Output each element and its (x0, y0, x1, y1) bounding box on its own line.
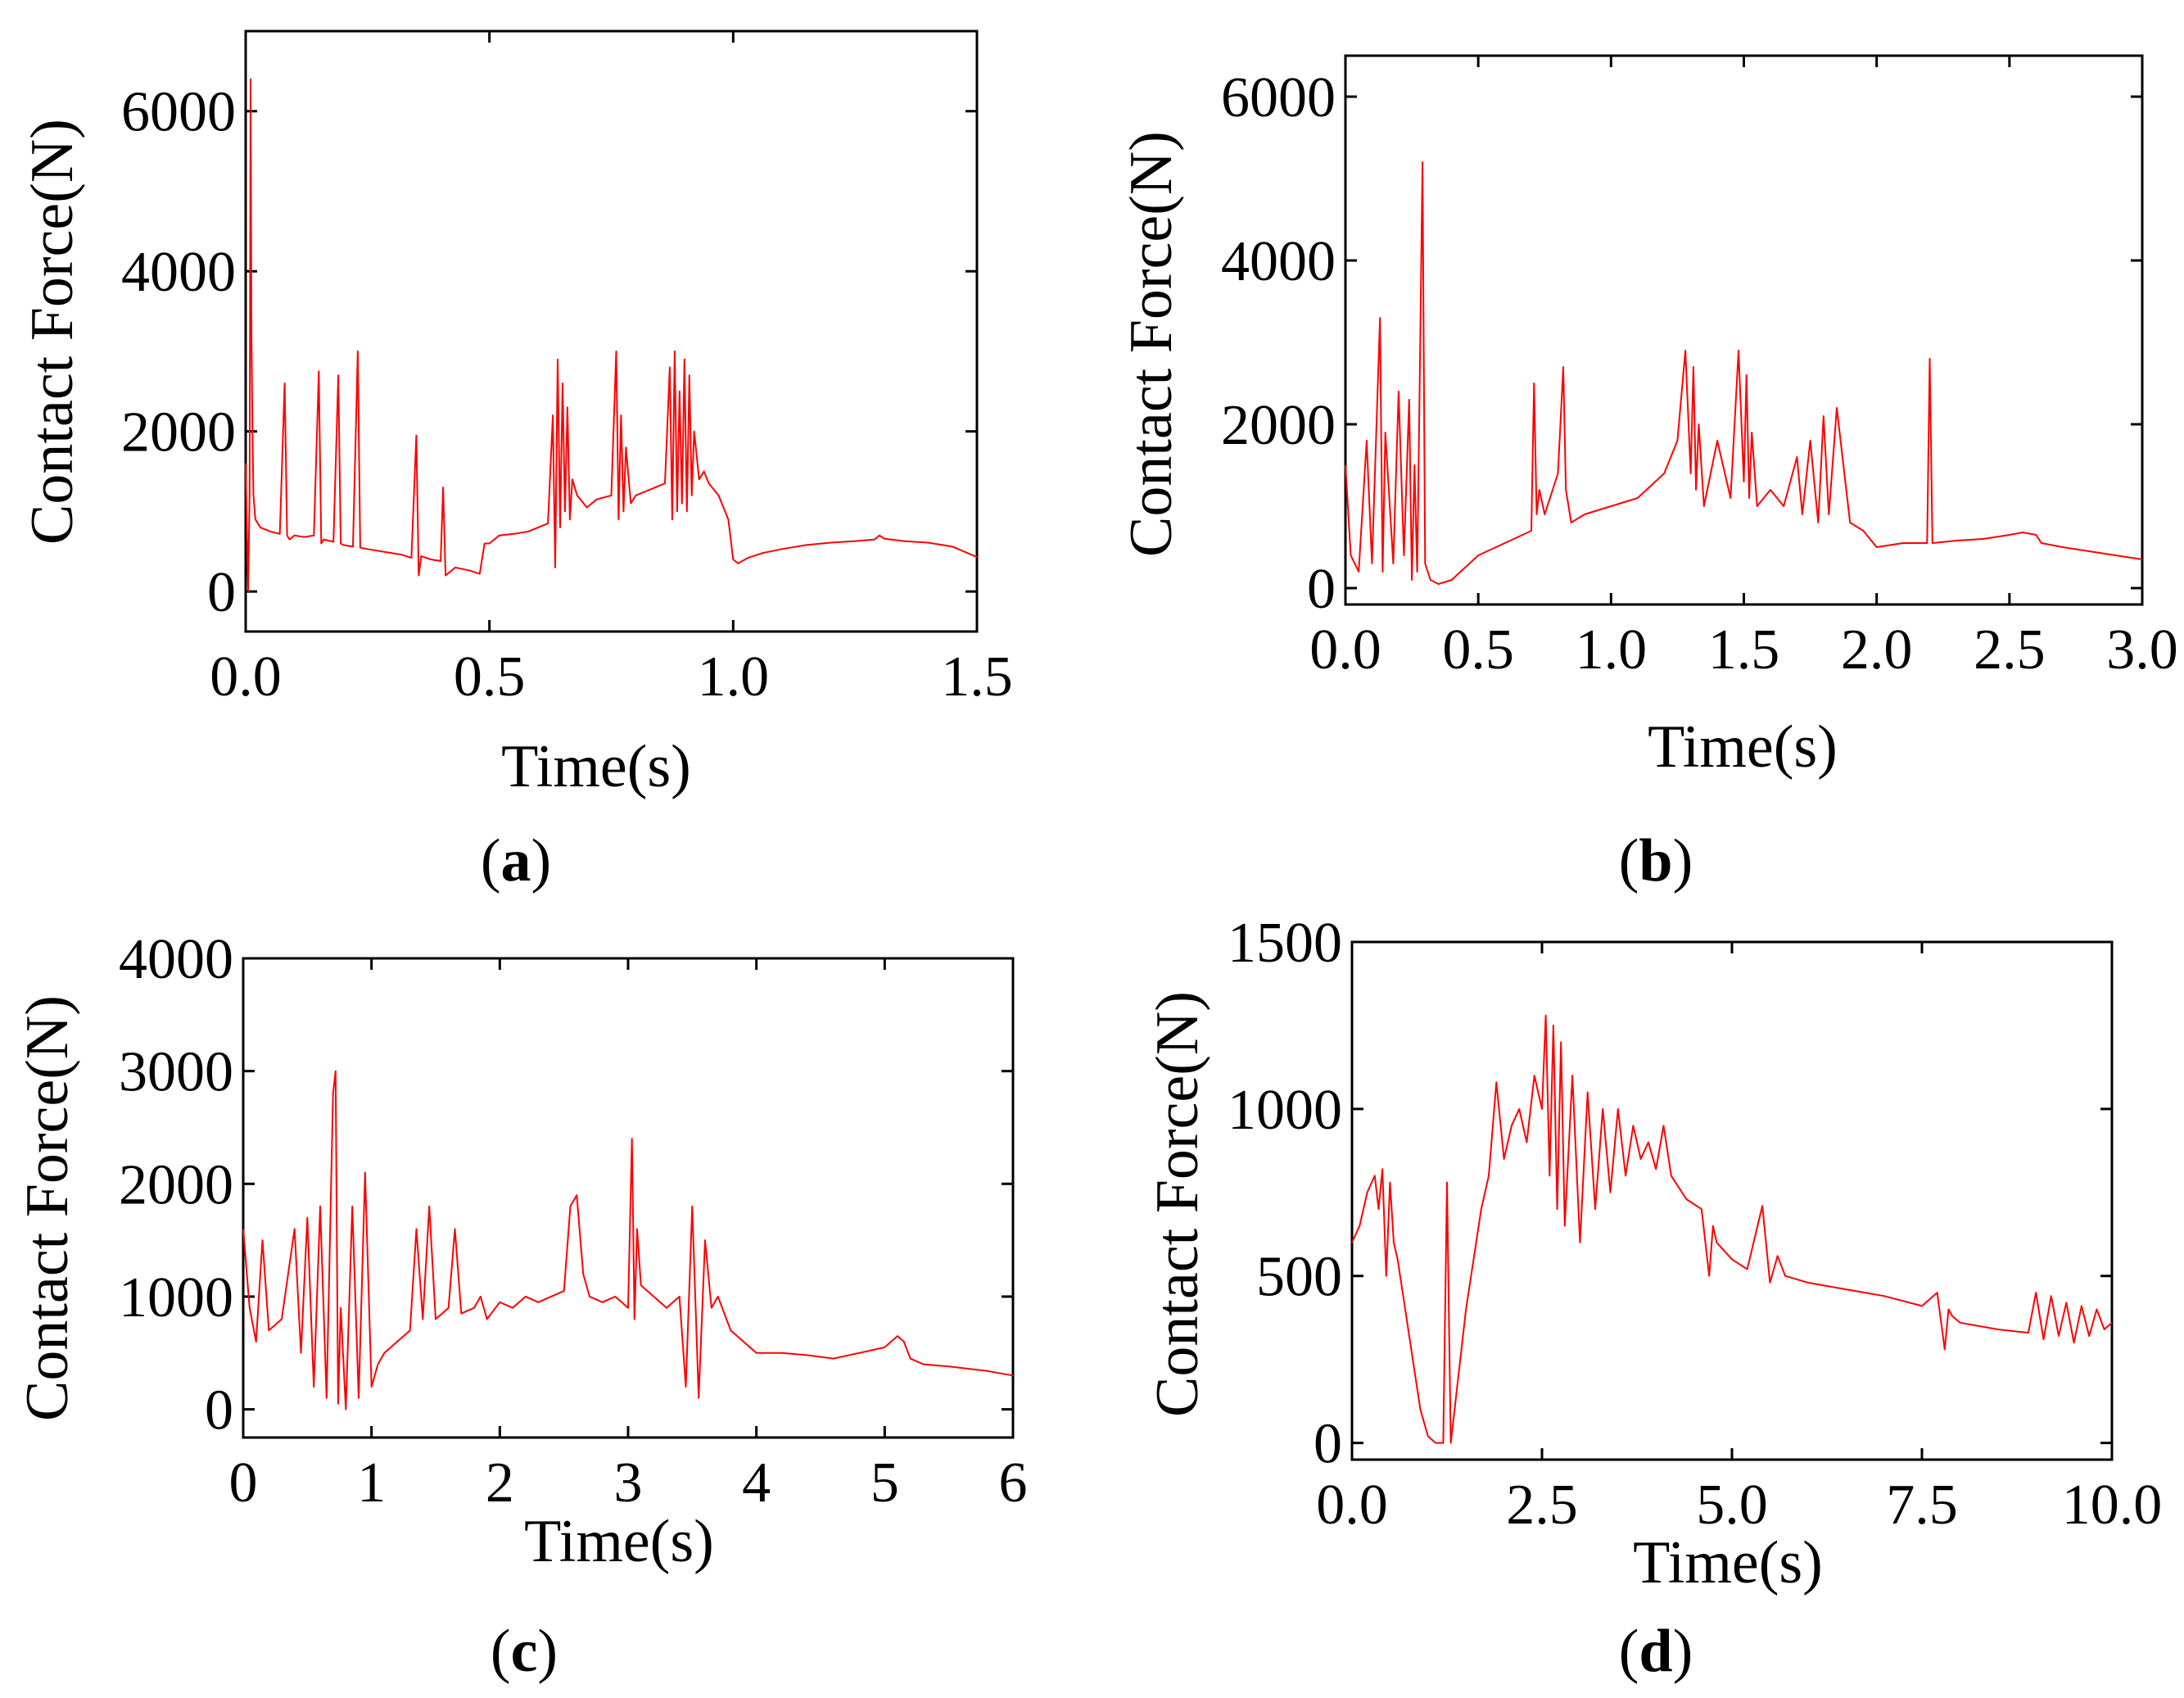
caption-open: ( (481, 827, 501, 894)
x-tick-label: 2.5 (1974, 618, 2046, 681)
x-tick-label: 0 (229, 1451, 258, 1515)
x-tick-group: 0.0 0.5 1.0 1.5 (210, 31, 1013, 709)
x-tick-group: 0.0 2.5 5.0 7.5 10.0 (1316, 942, 2162, 1537)
caption-letter: c (511, 1618, 538, 1685)
x-tick-label: 0.5 (454, 645, 526, 709)
x-tick-label: 1 (357, 1451, 386, 1515)
y-tick-label: 4000 (121, 241, 236, 304)
caption-close: ) (531, 827, 552, 894)
y-tick-label: 2000 (121, 401, 236, 464)
x-tick-group: 0.0 0.5 1.0 1.5 2.0 2.5 3.0 (1309, 56, 2178, 681)
x-tick-label: 0.5 (1442, 618, 1514, 681)
caption-close: ) (537, 1618, 558, 1685)
caption-open: ( (1619, 827, 1639, 894)
caption-open: ( (1619, 1618, 1639, 1685)
x-tick-label: 2 (486, 1451, 514, 1515)
x-tick-label: 5 (870, 1451, 899, 1515)
y-tick-label: 6000 (1221, 66, 1336, 129)
panel-a: 0 2000 4000 6000 0.0 0.5 1.0 1.5 Contact Force… (19, 29, 1013, 894)
y-tick-group: 0 500 1000 1500 (1228, 912, 2112, 1476)
y-tick-group: 0 2000 4000 6000 (1221, 66, 2142, 621)
x-axis-title: Time(s) (524, 1508, 714, 1575)
force-series-line (245, 78, 978, 593)
y-tick-label: 0 (1314, 1413, 1342, 1476)
x-tick-label: 5.0 (1696, 1474, 1768, 1537)
panel-d: 0 500 1000 1500 0.0 2.5 5.0 7.5 10.0 Contact Fo… (1144, 912, 2162, 1685)
x-tick-label: 3.0 (2106, 618, 2178, 681)
y-axis-title: Contact Force(N) (1118, 131, 1185, 557)
panel-caption: (a) (481, 827, 551, 894)
y-axis-title: Contact Force(N) (1144, 991, 1211, 1417)
y-axis-title: Contact Force(N) (19, 119, 86, 545)
x-tick-label: 6 (999, 1451, 1028, 1515)
panel-caption: (c) (491, 1618, 558, 1685)
plot-frame (1344, 54, 2144, 606)
y-tick-group: 0 1000 2000 3000 4000 (119, 928, 1013, 1442)
caption-letter: d (1639, 1618, 1672, 1685)
force-series-line (1345, 161, 2143, 585)
x-tick-label: 7.5 (1886, 1474, 1958, 1537)
x-tick-label: 0.0 (1309, 618, 1381, 681)
x-tick-label: 0.0 (210, 645, 282, 709)
y-tick-label: 2000 (1221, 394, 1336, 457)
y-tick-label: 6000 (121, 81, 236, 144)
y-tick-label: 0 (207, 561, 236, 624)
y-tick-label: 1000 (119, 1266, 233, 1329)
x-tick-label: 2.5 (1506, 1474, 1578, 1537)
caption-letter: b (1639, 827, 1672, 894)
y-tick-label: 2000 (119, 1153, 233, 1216)
x-tick-label: 0.0 (1316, 1474, 1388, 1537)
force-series-line (1351, 1014, 2113, 1444)
caption-open: ( (491, 1618, 511, 1685)
panel-b: 0 2000 4000 6000 0.0 0.5 1.0 1.5 2.0 2.5 3.0 Cont… (1118, 54, 2178, 894)
x-tick-label: 10.0 (2062, 1474, 2163, 1537)
x-tick-label: 4 (742, 1451, 771, 1515)
y-tick-label: 4000 (119, 928, 233, 991)
plot-frame (244, 29, 979, 633)
y-tick-group: 0 2000 4000 6000 (121, 81, 977, 624)
x-tick-label: 3 (614, 1451, 643, 1515)
x-axis-title: Time(s) (1633, 1529, 1823, 1596)
x-axis-title: Time(s) (501, 733, 691, 800)
caption-letter: a (501, 827, 531, 894)
y-tick-label: 3000 (119, 1041, 233, 1104)
panel-caption: (d) (1619, 1618, 1693, 1685)
force-series-line (242, 1070, 1014, 1410)
y-tick-label: 500 (1256, 1246, 1342, 1309)
y-axis-title: Contact Force(N) (14, 995, 81, 1421)
y-tick-label: 1000 (1228, 1079, 1342, 1142)
x-tick-label: 1.5 (1708, 618, 1780, 681)
y-tick-label: 0 (1307, 558, 1336, 621)
x-tick-label: 1.0 (698, 645, 770, 709)
plot-frame (1350, 940, 2114, 1461)
panel-caption: (b) (1619, 827, 1693, 894)
x-axis-title: Time(s) (1648, 713, 1838, 781)
x-tick-label: 1.5 (941, 645, 1013, 709)
x-tick-group: 0 1 2 3 4 5 6 (229, 958, 1028, 1515)
x-tick-label: 2.0 (1841, 618, 1913, 681)
panel-c: 0 1000 2000 3000 4000 0 1 2 3 4 5 6 Contact Force(… (14, 928, 1028, 1685)
y-tick-label: 1500 (1228, 912, 1342, 975)
x-tick-label: 1.0 (1576, 618, 1648, 681)
y-tick-label: 4000 (1221, 230, 1336, 293)
y-tick-label: 0 (205, 1379, 233, 1442)
plot-frame (242, 957, 1015, 1439)
caption-close: ) (1673, 827, 1693, 894)
caption-close: ) (1673, 1618, 1693, 1685)
